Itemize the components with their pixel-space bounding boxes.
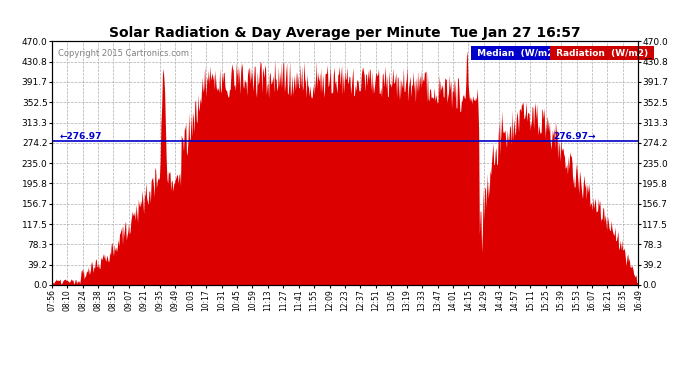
Text: ←276.97: ←276.97: [59, 132, 102, 141]
Text: Copyright 2015 Cartronics.com: Copyright 2015 Cartronics.com: [58, 49, 188, 58]
Title: Solar Radiation & Day Average per Minute  Tue Jan 27 16:57: Solar Radiation & Day Average per Minute…: [109, 26, 581, 40]
Text: Radiation  (W/m2): Radiation (W/m2): [553, 49, 651, 58]
Text: Median  (W/m2): Median (W/m2): [474, 49, 561, 58]
Text: 276.97→: 276.97→: [553, 132, 596, 141]
